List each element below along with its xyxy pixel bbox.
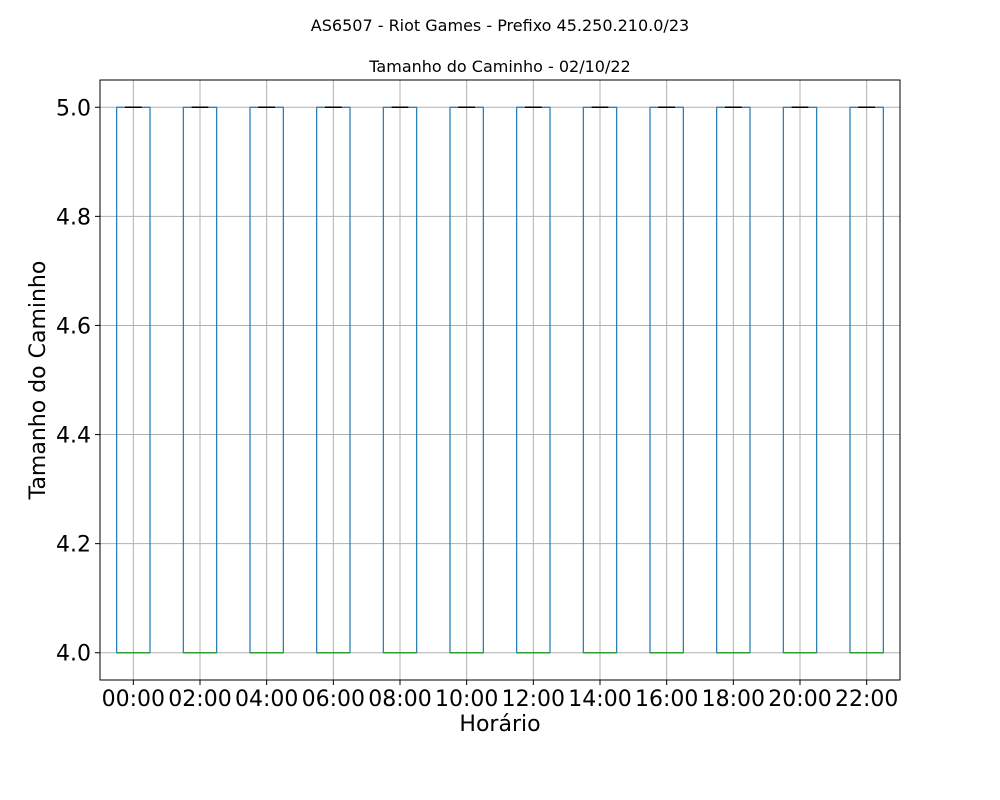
y-tick-label: 4.6 <box>56 314 91 339</box>
box-group <box>849 106 884 654</box>
chart-suptitle: AS6507 - Riot Games - Prefixo 45.250.210… <box>311 16 689 35</box>
box-group <box>782 106 818 654</box>
y-tick-label: 5.0 <box>56 96 91 121</box>
y-tick-label: 4.4 <box>56 424 91 449</box>
box-layer <box>116 106 884 654</box>
tick-layer: 4.0 4.2 4.4 4.6 4.8 5.0 00:00 02:00 04:00 06:00 08… <box>56 96 898 712</box>
box-group <box>582 106 618 654</box>
chart-title: Tamanho do Caminho - 02/10/22 <box>368 57 630 76</box>
y-tick-label: 4.2 <box>56 533 91 558</box>
box-group <box>516 106 551 654</box>
x-tick-label: 14:00 <box>568 687 631 712</box>
x-tick-label: 04:00 <box>235 687 298 712</box>
y-tick-label: 4.0 <box>56 642 91 667</box>
grid-layer <box>100 80 900 680</box>
box-group <box>716 106 751 654</box>
box-group <box>649 106 684 654</box>
x-tick-label: 02:00 <box>168 687 231 712</box>
box-group <box>249 106 284 654</box>
box-group <box>182 106 218 654</box>
plot-frame <box>99 79 901 681</box>
x-tick-label: 12:00 <box>502 687 565 712</box>
x-tick-label: 06:00 <box>302 687 365 712</box>
box-group <box>116 106 151 654</box>
box-group <box>449 106 484 654</box>
box-group <box>382 106 418 654</box>
x-tick-label: 18:00 <box>702 687 765 712</box>
box-group <box>316 106 351 654</box>
x-axis-label: Horário <box>459 712 540 737</box>
y-axis-label: Tamanho do Caminho <box>26 261 51 501</box>
x-tick-label: 00:00 <box>102 687 165 712</box>
x-tick-label: 22:00 <box>835 687 898 712</box>
y-tick-label: 4.8 <box>56 205 91 230</box>
x-tick-label: 08:00 <box>368 687 431 712</box>
x-tick-label: 10:00 <box>435 687 498 712</box>
x-tick-label: 20:00 <box>768 687 831 712</box>
x-tick-label: 16:00 <box>635 687 698 712</box>
